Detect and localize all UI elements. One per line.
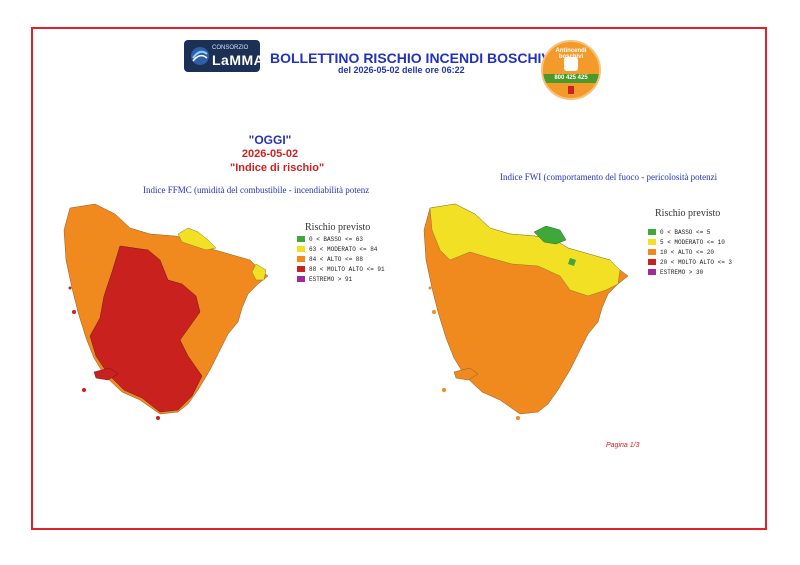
fwi-island-elba (453, 367, 479, 381)
legend-label: 10 < ALTO <= 20 (660, 249, 715, 256)
logo-consorzio-text: CONSORZIO (212, 45, 249, 51)
legend-label: 5 < MODERATO <= 10 (660, 239, 725, 246)
fwi-legend-title: Rischio previsto (655, 208, 721, 219)
fwi-region-yellow (429, 203, 621, 297)
ffmc-island-elba (93, 367, 119, 381)
ffmc-region-yellow-ne (177, 227, 217, 251)
oggi-heading: "OGGI" (248, 133, 292, 147)
legend-label: 0 < BASSO <= 5 (660, 229, 711, 236)
ffmc-region-yellow-e (251, 263, 267, 281)
fwi-map (423, 203, 629, 420)
legend-label: ESTREMO > 30 (660, 269, 704, 276)
date-heading: 2026-05-02 (241, 148, 299, 160)
legend-swatch (648, 269, 656, 275)
legend-swatch (648, 229, 656, 235)
ffmc-island-capraia (72, 310, 76, 314)
ffmc-island-giglio (156, 416, 160, 420)
legend-swatch (648, 249, 656, 255)
fwi-island-pianosa (442, 388, 446, 392)
indice-heading: "Indice di rischio" (230, 162, 325, 174)
lamma-logo: CONSORZIO LaMMA (184, 40, 264, 72)
lamma-swirl-icon (191, 47, 209, 65)
legend-swatch (297, 266, 305, 272)
legend-swatch (297, 276, 305, 282)
badge-band (543, 74, 599, 83)
logo-lamma-text: LaMMA (212, 52, 265, 68)
ffmc-map (63, 203, 269, 420)
fwi-island-capraia (432, 310, 436, 314)
legend-swatch (297, 236, 305, 242)
page-number: Pagina 1/3 (606, 442, 640, 449)
ffmc-legend-title: Rischio previsto (305, 222, 371, 233)
badge-flag-icon (568, 86, 574, 94)
fwi-caption: Indice FWI (comportamento del fuoco - pe… (500, 172, 718, 182)
legend-label: 0 < BASSO <= 63 (309, 236, 364, 243)
legend-label: 63 < MODERATO <= 84 (309, 246, 378, 253)
ffmc-island-pianosa (82, 388, 86, 392)
legend-swatch (648, 239, 656, 245)
forest-ranger-icon (564, 57, 578, 71)
fwi-island-gorgona (428, 286, 432, 290)
ffmc-caption: Indice FFMC (umidità del combustibile - … (143, 185, 370, 195)
legend-swatch (648, 259, 656, 265)
ffmc-island-gorgona (68, 286, 72, 290)
legend-label: ESTREMO > 91 (309, 276, 353, 283)
legend-label: 88 < MOLTO ALTO <= 91 (309, 266, 385, 273)
badge-phone-number: 800 425 425 (554, 75, 588, 81)
antincendi-badge: Antincendi boschivi 800 425 425 (541, 40, 601, 100)
legend-swatch (297, 256, 305, 262)
page-frame (31, 27, 767, 530)
bulletin-title: BOLLETTINO RISCHIO INCENDI BOSCHIVI (270, 50, 555, 66)
legend-label: 84 < ALTO <= 88 (309, 256, 364, 263)
bulletin-subtitle: del 2026-05-02 delle ore 06:22 (338, 65, 465, 75)
fwi-region-green (533, 225, 567, 245)
legend-swatch (297, 246, 305, 252)
legend-label: 20 < MOLTO ALTO <= 3 (660, 259, 733, 266)
ffmc-region-red (89, 245, 203, 413)
fwi-island-giglio (516, 416, 520, 420)
fwi-region-green-small (568, 258, 576, 266)
